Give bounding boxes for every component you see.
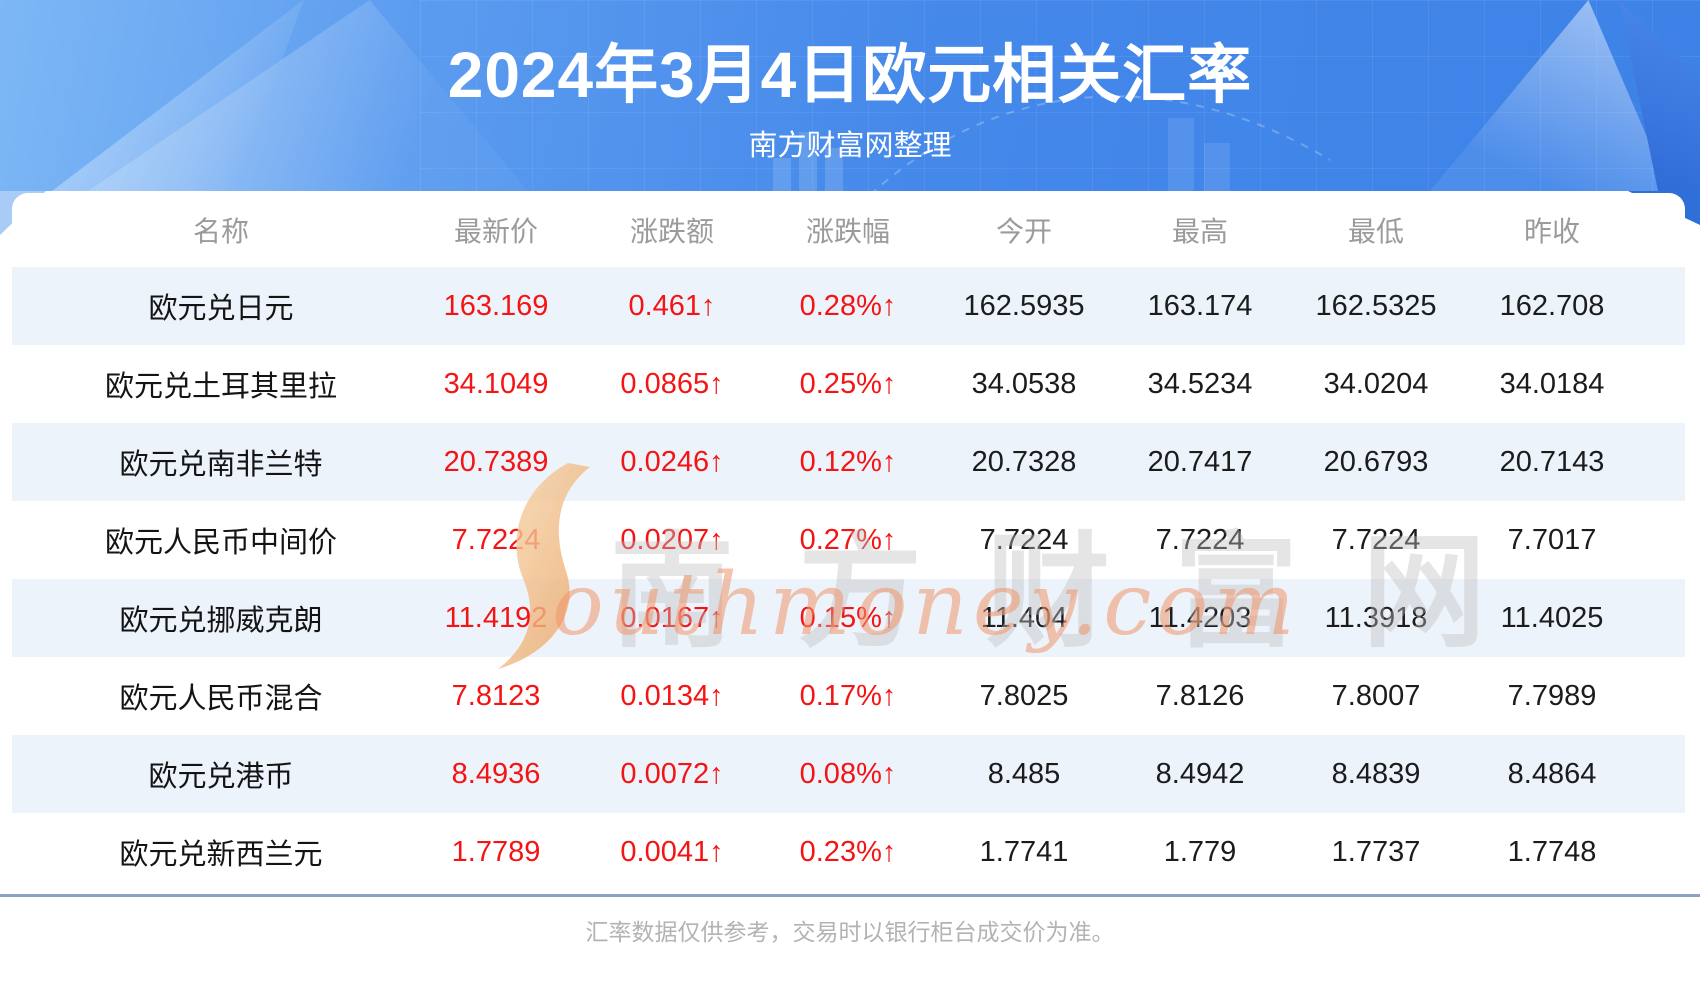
high: 7.7224 (1155, 523, 1245, 556)
change-amount: 0.0207↑ (620, 523, 724, 556)
table-row: 欧元人民币中间价 7.7224 0.0207↑ 0.27%↑ 7.7224 7.7224 7… (12, 501, 1685, 579)
open: 1.7741 (979, 835, 1069, 868)
header-banner: 2024年3月4日欧元相关汇率 南方财富网整理 (0, 0, 1700, 191)
latest-price: 7.8123 (451, 679, 541, 712)
pair-name: 欧元兑港币 (148, 761, 294, 793)
decor-dashed-curve (873, 95, 1331, 191)
table-row: 欧元兑港币 8.4936 0.0072↑ 0.08%↑ 8.485 8.4942 8.483… (12, 735, 1685, 813)
high: 34.5234 (1147, 367, 1253, 400)
decor-bar (825, 148, 843, 191)
low: 8.4839 (1331, 757, 1421, 790)
column-header: 涨跌幅 (805, 216, 890, 247)
change-percent: 0.08%↑ (799, 757, 897, 790)
change-percent: 0.25%↑ (799, 367, 897, 400)
change-percent: 0.12%↑ (799, 445, 897, 478)
column-header: 最高 (1171, 216, 1228, 247)
change-percent: 0.23%↑ (799, 835, 897, 868)
pair-name: 欧元兑挪威克朗 (119, 605, 323, 637)
high: 163.174 (1147, 289, 1253, 322)
pair-name: 欧元兑南非兰特 (119, 449, 323, 481)
latest-price: 11.4192 (444, 601, 548, 634)
latest-price: 163.169 (443, 289, 549, 322)
pair-name: 欧元人民币混合 (119, 683, 323, 715)
prev-close: 162.708 (1499, 289, 1605, 322)
open: 7.7224 (979, 523, 1069, 556)
table-header-row: 名称 最新价 涨跌额 涨跌幅 今开 最高 最低 昨收 (12, 193, 1685, 267)
change-amount: 0.0246↑ (620, 445, 724, 478)
open: 20.7328 (971, 445, 1077, 478)
low: 162.5325 (1315, 289, 1437, 322)
open: 7.8025 (979, 679, 1069, 712)
change-amount: 0.0041↑ (620, 835, 724, 868)
table-body: 欧元兑日元 163.169 0.461↑ 0.28%↑ 162.5935 163.174 1… (12, 267, 1685, 891)
decor-bar (1204, 143, 1230, 191)
column-header: 最新价 (453, 216, 538, 247)
prev-close: 7.7017 (1507, 523, 1597, 556)
page-title: 2024年3月4日欧元相关汇率 (447, 39, 1253, 111)
prev-close: 11.4025 (1500, 601, 1604, 634)
high: 11.4203 (1148, 601, 1252, 634)
table-row: 欧元兑南非兰特 20.7389 0.0246↑ 0.12%↑ 20.7328 20.741… (12, 423, 1685, 501)
latest-price: 8.4936 (451, 757, 541, 790)
pair-name: 欧元人民币中间价 (104, 527, 337, 559)
high: 7.8126 (1155, 679, 1245, 712)
decor-bar (799, 132, 817, 191)
pair-name: 欧元兑土耳其里拉 (104, 371, 337, 403)
high: 1.779 (1163, 835, 1237, 868)
page-subtitle: 南方财富网整理 (748, 130, 952, 162)
change-amount: 0.0865↑ (620, 367, 724, 400)
latest-price: 34.1049 (443, 367, 549, 400)
table-row: 欧元人民币混合 7.8123 0.0134↑ 0.17%↑ 7.8025 7.8126 7.… (12, 657, 1685, 735)
high: 20.7417 (1147, 445, 1253, 478)
open: 162.5935 (963, 289, 1085, 322)
prev-close: 34.0184 (1499, 367, 1605, 400)
change-percent: 0.15%↑ (799, 601, 897, 634)
prev-close: 20.7143 (1499, 445, 1605, 478)
pair-name: 欧元兑日元 (148, 293, 294, 325)
footer-divider (0, 894, 1700, 897)
column-header: 今开 (995, 216, 1052, 247)
rates-table-card: 名称 最新价 涨跌额 涨跌幅 今开 最高 最低 昨收 欧元兑日元 163.169 0.461↑ 0.… (12, 193, 1685, 893)
low: 20.6793 (1323, 445, 1429, 478)
open: 8.485 (987, 757, 1061, 790)
column-header: 名称 (192, 216, 249, 247)
table-row: 欧元兑新西兰元 1.7789 0.0041↑ 0.23%↑ 1.7741 1.779 1.7… (12, 813, 1685, 891)
footer-disclaimer: 汇率数据仅供参考，交易时以银行柜台成交价为准。 (585, 919, 1115, 945)
low: 1.7737 (1331, 835, 1421, 868)
open: 34.0538 (971, 367, 1077, 400)
table-row: 欧元兑日元 163.169 0.461↑ 0.28%↑ 162.5935 163.174 1… (12, 267, 1685, 345)
column-header: 最低 (1347, 216, 1404, 247)
change-percent: 0.27%↑ (799, 523, 897, 556)
change-amount: 0.0072↑ (620, 757, 724, 790)
low: 11.3918 (1324, 601, 1428, 634)
prev-close: 1.7748 (1507, 835, 1597, 868)
prev-close: 8.4864 (1507, 757, 1597, 790)
latest-price: 7.7224 (451, 523, 541, 556)
decor-bar (1168, 118, 1194, 191)
table-row: 欧元兑挪威克朗 11.4192 0.0167↑ 0.15%↑ 11.404 11.4203… (12, 579, 1685, 657)
prev-close: 7.7989 (1507, 679, 1597, 712)
change-amount: 0.0134↑ (620, 679, 724, 712)
latest-price: 1.7789 (451, 835, 541, 868)
change-amount: 0.461↑ (628, 289, 716, 322)
decor-bar (773, 158, 791, 191)
change-percent: 0.28%↑ (799, 289, 897, 322)
low: 34.0204 (1323, 367, 1429, 400)
table-row: 欧元兑土耳其里拉 34.1049 0.0865↑ 0.25%↑ 34.0538 34.52… (12, 345, 1685, 423)
low: 7.8007 (1331, 679, 1421, 712)
column-header: 昨收 (1523, 216, 1580, 247)
change-amount: 0.0167↑ (620, 601, 724, 634)
pair-name: 欧元兑新西兰元 (119, 839, 323, 871)
column-header: 涨跌额 (629, 216, 714, 247)
high: 8.4942 (1155, 757, 1245, 790)
latest-price: 20.7389 (443, 445, 549, 478)
change-percent: 0.17%↑ (799, 679, 897, 712)
open: 11.404 (980, 601, 1068, 634)
low: 7.7224 (1331, 523, 1421, 556)
